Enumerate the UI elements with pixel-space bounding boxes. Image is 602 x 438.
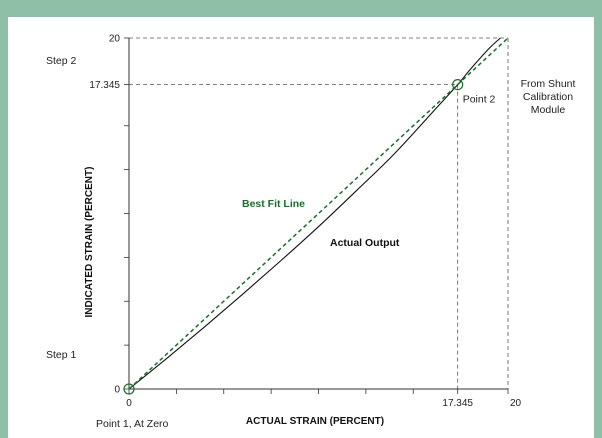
series-actual-output-line bbox=[128, 37, 501, 390]
x-tick-label-20: 20 bbox=[510, 398, 522, 409]
y-tick-label-17345: 17.345 bbox=[89, 80, 120, 91]
step-1-label: Step 1 bbox=[46, 349, 77, 361]
point-2-marker bbox=[452, 78, 464, 91]
y-axis-title: INDICATED STRAIN (PERCENT) bbox=[84, 167, 95, 318]
y-tick-label-20: 20 bbox=[109, 34, 121, 45]
point-1-label: Point 1, At Zero bbox=[96, 418, 169, 430]
series-label-actual-output: Actual Output bbox=[330, 237, 400, 249]
x-tick-label-0: 0 bbox=[126, 398, 132, 409]
series-best-fit-line bbox=[128, 37, 509, 390]
axis-ticks bbox=[124, 37, 509, 394]
series-label-best-fit-line: Best Fit Line bbox=[242, 198, 305, 210]
step-2-label: Step 2 bbox=[46, 55, 77, 67]
point-2-label: Point 2 bbox=[463, 94, 496, 106]
y-tick-label-0: 0 bbox=[114, 385, 120, 396]
shunt-note-line-1: From Shunt bbox=[521, 78, 576, 90]
shunt-note-line-2: Calibration bbox=[523, 91, 573, 103]
figure-panel: 0 17.345 20 0 17.345 20 Step 2 Step 1 Po… bbox=[8, 17, 594, 438]
point-1-marker bbox=[123, 383, 135, 395]
x-axis-title: ACTUAL STRAIN (PERCENT) bbox=[246, 416, 384, 427]
strain-chart: 0 17.345 20 0 17.345 20 Step 2 Step 1 Po… bbox=[46, 34, 576, 431]
x-tick-label-17345: 17.345 bbox=[442, 398, 473, 409]
shunt-note-line-3: Module bbox=[531, 104, 566, 116]
